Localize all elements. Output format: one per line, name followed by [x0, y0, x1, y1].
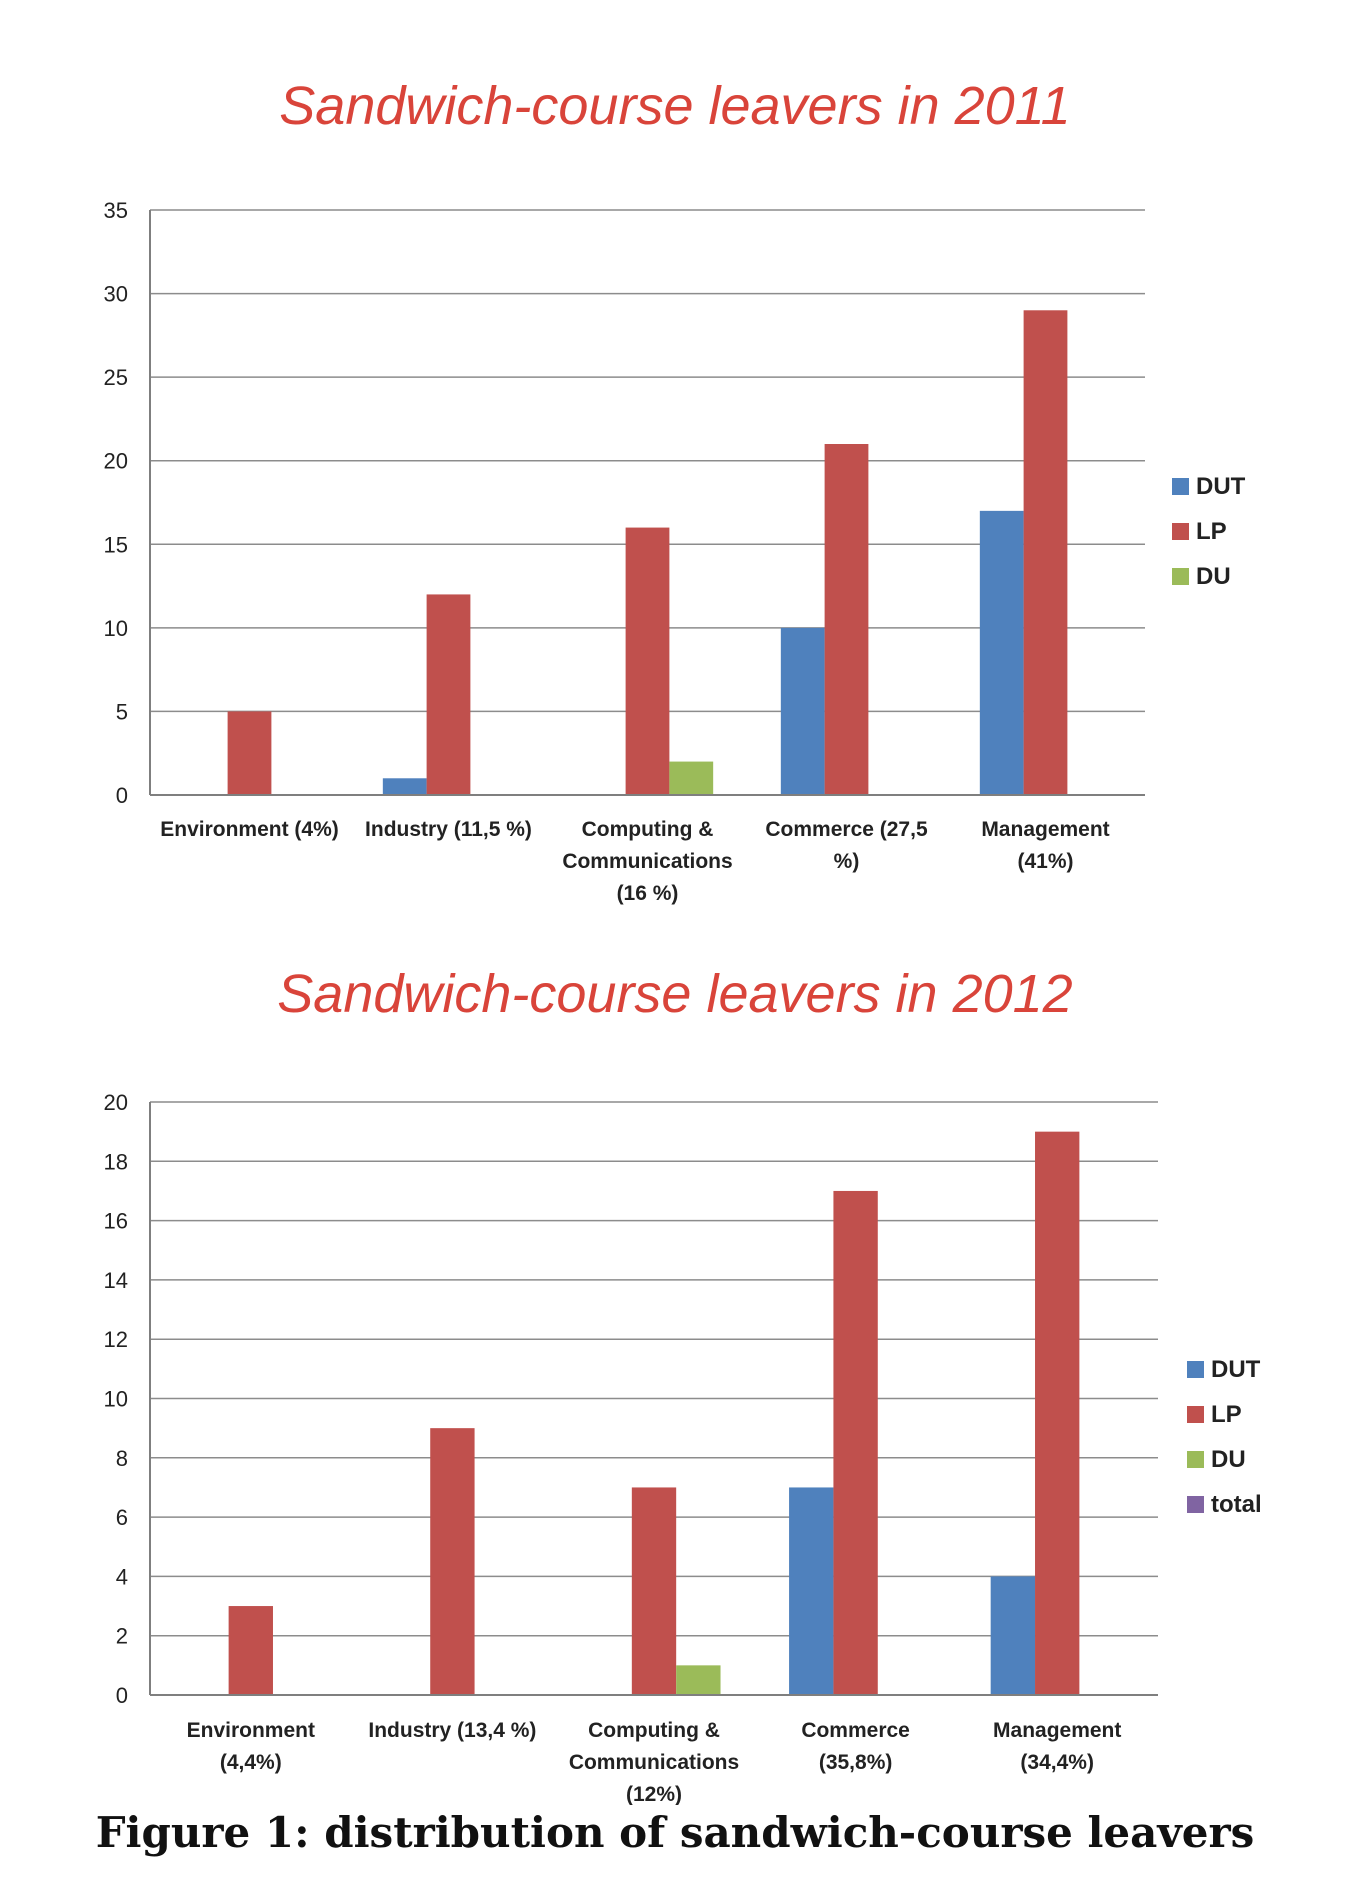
- y-tick-label: 30: [104, 282, 128, 307]
- bar-lp: [228, 1606, 273, 1695]
- chart-2011: Sandwich-course leavers in 2011 0 5 10 15 20…: [0, 0, 1350, 925]
- y-tick-label: 15: [104, 532, 128, 557]
- y-tick-label: 16: [104, 1209, 128, 1234]
- y-tick-label: 20: [104, 1090, 128, 1115]
- legend-label-dut: DUT: [1196, 473, 1246, 500]
- y-tick-label: 18: [104, 1149, 128, 1174]
- bar-dut: [990, 1576, 1036, 1695]
- category-label: Environment (4,4%): [187, 1719, 315, 1774]
- bar-lp: [625, 527, 670, 795]
- chart-title: Sandwich-course leavers in 2012: [277, 964, 1073, 1024]
- bar-lp: [824, 444, 869, 795]
- y-tick-label: 6: [116, 1505, 128, 1530]
- y-tick-label: 20: [104, 449, 128, 474]
- category-label: Commerce (35,8%): [801, 1719, 910, 1774]
- plot-area: 0 5 10 15 20 25 30 35 Environment (4%) Industry (…: [104, 198, 1246, 905]
- bar-lp: [631, 1487, 677, 1695]
- category-label: Computing & Communications (12%): [569, 1719, 739, 1805]
- category-label: Computing & Communications (16 %): [562, 818, 732, 905]
- y-tick-label: 8: [116, 1446, 128, 1471]
- y-tick-label: 12: [104, 1327, 128, 1352]
- bar-dut: [382, 778, 427, 795]
- category-label: Industry (11,5 %): [365, 818, 532, 841]
- y-tick-label: 0: [116, 1683, 128, 1708]
- legend-swatch-dut: [1172, 478, 1189, 495]
- bar-dut: [780, 627, 825, 795]
- y-tick-label: 35: [104, 198, 128, 223]
- category-label: Environment (4%): [160, 818, 339, 841]
- legend-label-lp: LP: [1196, 518, 1227, 545]
- legend-swatch-dut: [1187, 1361, 1204, 1378]
- legend-label-lp: LP: [1211, 1401, 1242, 1428]
- legend-label-du: DU: [1196, 563, 1231, 590]
- y-tick-label: 5: [116, 699, 128, 724]
- y-tick-label: 0: [116, 783, 128, 808]
- bar-lp: [430, 1428, 475, 1695]
- y-tick-label: 10: [104, 616, 128, 641]
- legend-label-du: DU: [1211, 1446, 1246, 1473]
- plot-area: 0 2 4 6 8 10 12 14 16 18 20 Environment (4,4%) Indust…: [104, 1090, 1262, 1805]
- y-tick-label: 10: [104, 1387, 128, 1412]
- legend-swatch-lp: [1172, 523, 1189, 540]
- legend-swatch-du: [1187, 1451, 1204, 1468]
- legend-swatch-lp: [1187, 1406, 1204, 1423]
- y-tick-label: 4: [116, 1564, 128, 1589]
- chart-2012: Sandwich-course leavers in 2012 0 2 4 6 8 10 1…: [0, 925, 1350, 1805]
- legend-label-dut: DUT: [1211, 1356, 1261, 1383]
- category-label: Management (41%): [981, 818, 1109, 873]
- bar-lp: [426, 594, 471, 795]
- legend-swatch-du: [1172, 568, 1189, 585]
- category-label: Management (34,4%): [993, 1719, 1121, 1774]
- bar-lp: [833, 1190, 878, 1695]
- y-tick-label: 2: [116, 1624, 128, 1649]
- bar-lp: [1023, 310, 1068, 795]
- category-label: Commerce (27,5%): [765, 818, 928, 873]
- bar-dut: [979, 510, 1024, 795]
- bar-lp: [227, 711, 272, 795]
- category-label: Industry (13,4 %): [368, 1719, 536, 1742]
- legend-swatch-total: [1187, 1496, 1204, 1513]
- y-tick-label: 14: [104, 1268, 128, 1293]
- bar-lp: [1035, 1131, 1080, 1695]
- y-tick-label: 25: [104, 365, 128, 390]
- legend-label-total: total: [1211, 1491, 1262, 1518]
- figure-caption: Figure 1: distribution of sandwich-cours…: [95, 1808, 1255, 1857]
- bar-du: [669, 761, 714, 795]
- chart-title: Sandwich-course leavers in 2011: [279, 76, 1071, 136]
- bar-dut: [789, 1487, 834, 1695]
- bar-du: [676, 1665, 721, 1695]
